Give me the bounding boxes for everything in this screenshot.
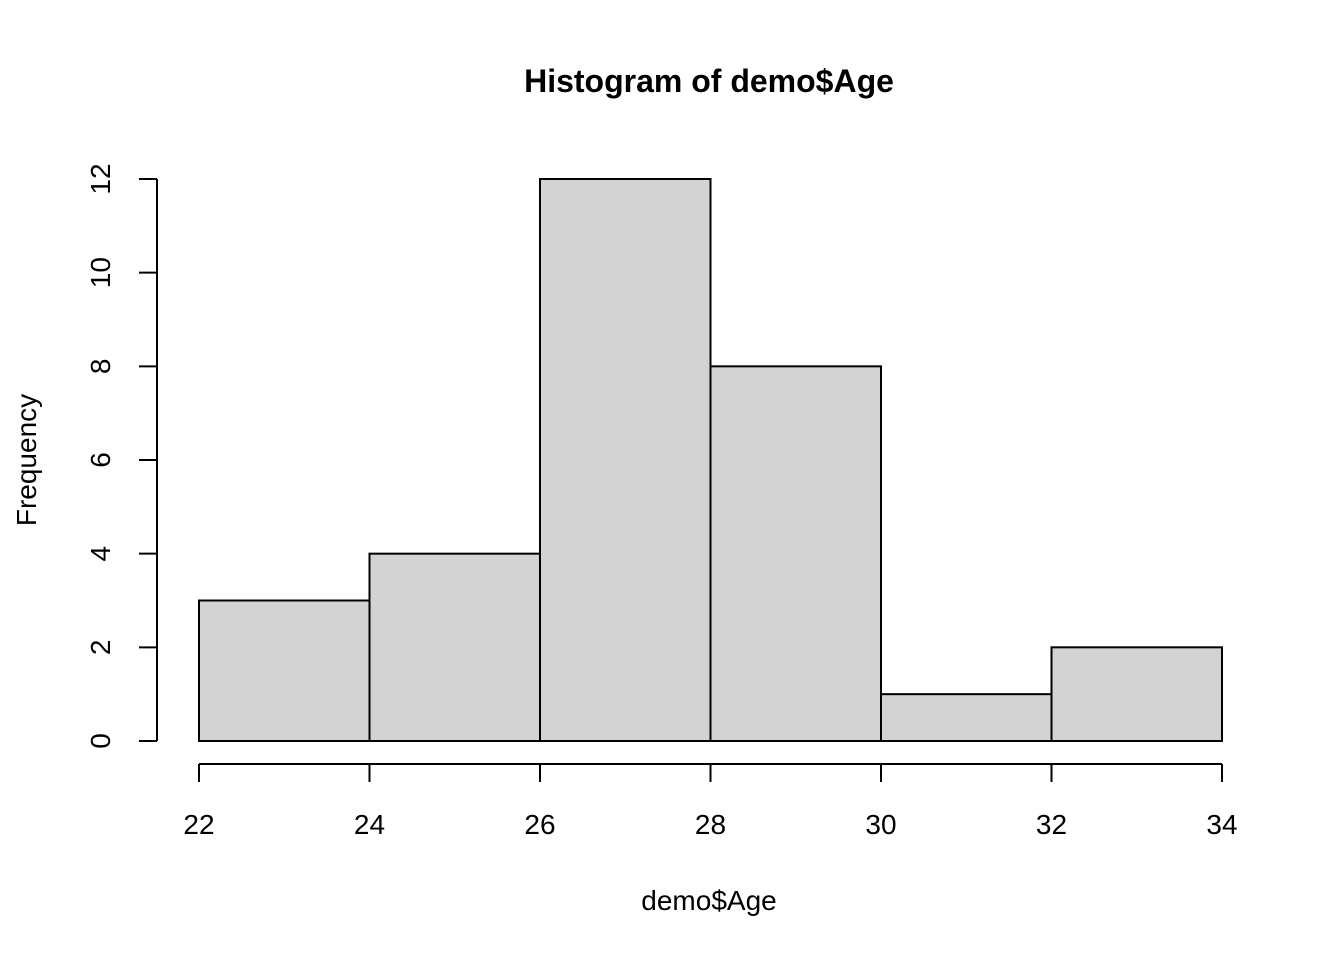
y-axis-label: Frequency xyxy=(11,394,42,526)
histogram-bar xyxy=(1050,646,1223,742)
x-axis-label: demo$Age xyxy=(641,885,776,916)
y-tick-label: 10 xyxy=(85,257,116,288)
histogram-bar xyxy=(709,365,882,742)
histogram-bar xyxy=(368,552,541,743)
x-tick-label: 28 xyxy=(695,809,726,840)
y-tick-label: 8 xyxy=(85,359,116,375)
x-tick-label: 34 xyxy=(1206,809,1237,840)
x-tick-label: 32 xyxy=(1036,809,1067,840)
y-axis: 0 2 4 6 8 10 12 xyxy=(85,163,158,749)
x-tick-label: 26 xyxy=(524,809,555,840)
histogram-bar xyxy=(198,599,371,742)
y-tick-label: 6 xyxy=(85,452,116,468)
y-tick-label: 4 xyxy=(85,546,116,562)
histogram-bar xyxy=(880,693,1053,743)
chart-title: Histogram of demo$Age xyxy=(524,63,894,99)
y-tick-label: 2 xyxy=(85,640,116,656)
histogram-bar xyxy=(539,178,712,742)
x-tick-label: 30 xyxy=(865,809,896,840)
x-tick-label: 24 xyxy=(354,809,385,840)
x-axis: 22 24 26 28 30 32 34 xyxy=(183,763,1238,840)
y-tick-label: 12 xyxy=(85,163,116,194)
bars-layer xyxy=(198,178,1223,743)
y-tick-label: 0 xyxy=(85,733,116,749)
x-tick-label: 22 xyxy=(183,809,214,840)
